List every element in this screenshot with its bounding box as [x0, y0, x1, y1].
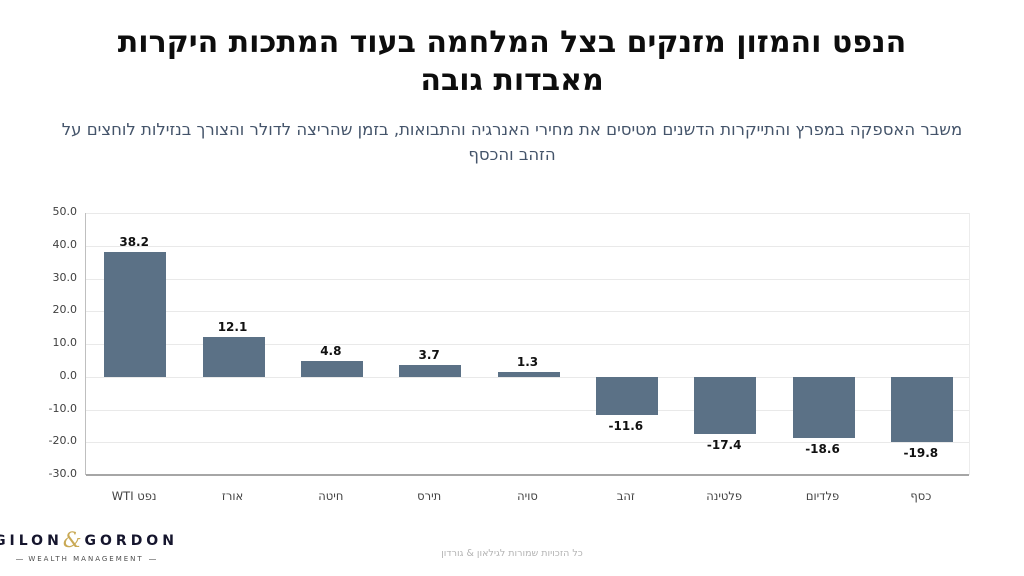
gridline	[86, 245, 969, 247]
title-line-2: מאבדות גובה	[420, 63, 604, 98]
bar-value-label: -19.8	[903, 445, 939, 460]
y-axis-tick-label: 10.0	[52, 336, 78, 349]
bar-value-label: 1.3	[516, 355, 539, 370]
x-axis-category-label: זהב	[616, 489, 635, 503]
y-axis-tick-label: 0.0	[59, 368, 78, 382]
bar-value-label: -17.4	[706, 437, 742, 452]
chart-bar	[202, 337, 265, 377]
bar-value-label: -18.6	[805, 441, 840, 456]
title-line-1: הנפט והמזון מזנקים בצל המלחמה בעוד המתכו…	[117, 25, 907, 60]
gridline	[86, 213, 969, 214]
subtitle-line-1: משבר האספקה במפרץ והתייקרות הדשנים מטיסי…	[61, 120, 963, 139]
x-axis-category-label: כסף	[910, 489, 932, 503]
logo-name-right: GORDON	[84, 532, 178, 549]
y-axis-tick-label: 30.0	[52, 270, 78, 284]
x-axis-category-label: פלדיום	[805, 489, 840, 503]
gridline	[86, 311, 969, 313]
gilon-gordon-logo: GILON & GORDON WEALTH MANAGEMENT	[0, 528, 174, 564]
chart-bar	[792, 376, 855, 438]
chart-bar	[399, 364, 462, 377]
gridline	[86, 278, 969, 280]
logo-tagline: WEALTH MANAGEMENT	[16, 555, 157, 563]
x-axis-category-label: אורז	[221, 489, 244, 503]
chart-bar	[497, 372, 560, 377]
chart-bar	[694, 376, 757, 434]
gridline	[86, 344, 969, 345]
chart-bar	[300, 361, 363, 377]
gridline	[86, 376, 969, 378]
chart-bar	[104, 251, 167, 377]
y-axis-tick-label: -30.0	[48, 467, 77, 480]
logo-name: GILON & GORDON	[0, 528, 174, 552]
subtitle: משבר האספקה במפרץ והתייקרות הדשנים מטיסי…	[0, 117, 1024, 167]
copyright-note: כל הזכויות שמורות לגילאון & גורדון	[441, 548, 583, 559]
bar-value-label: 12.1	[217, 320, 248, 335]
y-axis-tick-label: -10.0	[48, 401, 77, 415]
page-title: הנפט והמזון מזנקים בצל המלחמה בעוד המתכו…	[0, 24, 1024, 100]
bar-value-label: 3.7	[418, 347, 440, 362]
y-axis-tick-label: -20.0	[48, 434, 77, 448]
x-axis-category-label: נפט WTI	[111, 489, 157, 503]
y-axis-tick-label: 50.0	[52, 205, 78, 218]
chart-bar	[890, 376, 953, 442]
x-axis-category-label: סויה	[517, 489, 538, 503]
chart-plot-area	[85, 213, 970, 476]
chart-bar	[595, 376, 658, 415]
logo-name-left: GILON	[0, 532, 63, 549]
bar-value-label: 38.2	[119, 234, 149, 249]
x-axis-category-label: חיטה	[318, 489, 344, 503]
y-axis-tick-label: 20.0	[52, 303, 78, 317]
gridline	[86, 409, 969, 411]
gridline	[86, 442, 969, 444]
logo-ampersand-icon: &	[62, 528, 82, 552]
logo-rule-right	[148, 558, 157, 560]
bar-value-label: 4.8	[320, 344, 342, 359]
subtitle-line-2: הזהב והכסף	[468, 145, 556, 164]
x-axis-line	[86, 474, 969, 476]
x-axis-category-label: פלטינה	[706, 489, 743, 503]
x-axis-category-label: תירס	[417, 489, 442, 503]
bar-value-label: -11.6	[608, 418, 644, 433]
logo-tagline-text: WEALTH MANAGEMENT	[28, 555, 144, 563]
logo-rule-left	[16, 558, 24, 560]
y-axis-tick-label: 40.0	[52, 237, 78, 251]
